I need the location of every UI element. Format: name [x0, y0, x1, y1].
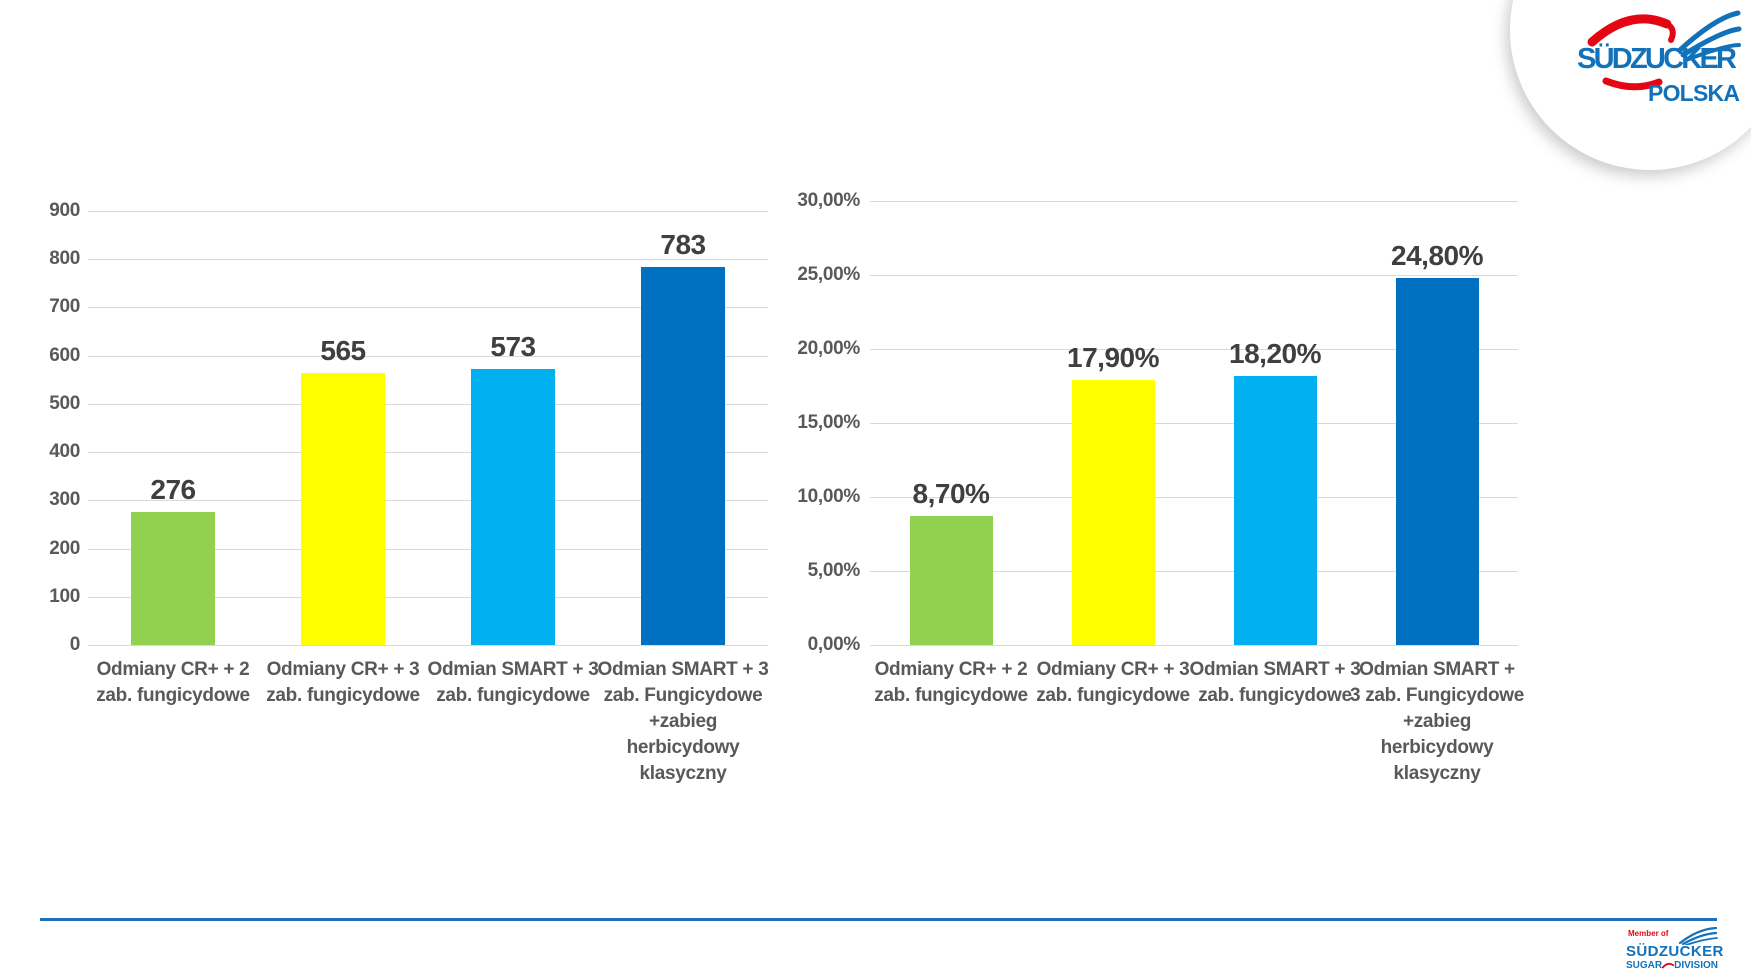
bar-value-label: 565 [320, 334, 366, 366]
y-axis-tick-label: 0,00% [807, 634, 861, 655]
bar-value-label: 573 [490, 330, 536, 362]
bar-value-label: 17,90% [1067, 342, 1159, 374]
y-axis-tick-label: 900 [49, 200, 80, 221]
chart-percentages: 0,00% 5,00% 10,00% 15,00% 20,00% 25,00% 30,00%… [780, 190, 1580, 810]
gridline [88, 307, 768, 309]
gridline [88, 259, 768, 261]
logo-blue-feather-icon [1684, 43, 1741, 62]
category-label: Odmiany CR+ + 3 zab. fungicydowe [1036, 659, 1190, 706]
footer-red-swoosh-icon [1662, 962, 1675, 968]
bar-value-label: 18,20% [1229, 337, 1321, 369]
bar [1233, 375, 1317, 645]
footer-division-label: DIVISION [1674, 960, 1718, 971]
logo-red-arc-tip-icon [1664, 21, 1676, 43]
gridline [870, 349, 1518, 350]
y-axis-tick-label: 600 [49, 344, 80, 366]
logo-red-arc-icon [1587, 14, 1672, 47]
footer-sugar-label: SUGAR [1626, 960, 1663, 971]
y-axis-tick-label: 500 [49, 392, 80, 414]
gridline [870, 571, 1518, 572]
bar-value-label: 24,80% [1391, 239, 1483, 271]
category-label: Odmian SMART + 3 zab. fungicydowe [1189, 659, 1361, 706]
gridline [88, 548, 768, 550]
member-of-label: Member of [1628, 929, 1669, 938]
gridline [88, 403, 768, 405]
y-axis-tick-label: 400 [49, 441, 80, 463]
footer-divider [40, 918, 1717, 921]
logo-country-text: POLSKA [1648, 80, 1740, 106]
category-label: Odmiany CR+ + 2 zab. fungicydowe [96, 659, 250, 706]
y-axis-tick-label: 200 [49, 537, 80, 559]
gridline [88, 500, 768, 502]
category-label: Odmian SMART + 3 zab. Fungicydowe +zabie… [597, 659, 769, 784]
sudzucker-polska-logo: SÜDZUCKER POLSKA [1577, 10, 1742, 106]
logo-blue-feather-icon [1680, 26, 1742, 58]
bar-value-label: 783 [660, 229, 706, 261]
y-axis-tick-label: 20,00% [797, 338, 860, 359]
y-axis-tick-label: 10,00% [797, 486, 860, 507]
y-axis-tick-label: 0 [69, 634, 81, 655]
bar [131, 511, 215, 645]
gridline [88, 211, 768, 212]
bar [641, 267, 725, 645]
gridline [88, 596, 768, 598]
y-axis-tick-label: 300 [49, 489, 80, 511]
category-label: Odmian SMART + 3 zab. Fungicydowe +zabie… [1349, 659, 1525, 784]
bar [471, 368, 555, 645]
gridline [870, 497, 1518, 498]
y-axis-tick-label: 800 [49, 248, 80, 270]
y-axis-tick-label: 5,00% [807, 560, 861, 581]
footer-blue-feather-icon [1678, 927, 1718, 945]
footer-division-row: SUGAR DIVISION [1626, 960, 1718, 971]
category-label: Odmiany CR+ + 2 zab. fungicydowe [874, 659, 1028, 706]
bar-value-label: 276 [150, 473, 196, 505]
gridline [88, 645, 768, 646]
logo-brand-text: SÜDZUCKER [1577, 42, 1737, 75]
y-axis-tick-label: 100 [49, 585, 80, 607]
bar-value-label: 8,70% [912, 478, 990, 510]
gridline [88, 452, 768, 454]
gridline [870, 645, 1518, 646]
bar [1395, 277, 1479, 645]
bar [1071, 380, 1155, 645]
chart-absolute-values: 0 100 200 300 400 500 600 700 800 900 276 Odmiany C… [0, 190, 800, 810]
gridline [870, 201, 1518, 202]
category-label: Odmian SMART + 3 zab. fungicydowe [427, 659, 599, 706]
gridline [870, 423, 1518, 424]
gridline [870, 275, 1518, 276]
y-axis-tick-label: 25,00% [797, 264, 860, 285]
bar [909, 516, 993, 645]
category-label: Odmiany CR+ + 3 zab. fungicydowe [266, 659, 420, 706]
gridline [88, 355, 768, 357]
logo-blue-feather-icon [1677, 10, 1741, 53]
bar [301, 372, 385, 645]
y-axis-tick-label: 700 [49, 296, 80, 318]
logo-red-smile-icon [1602, 77, 1663, 91]
y-axis-tick-label: 15,00% [797, 412, 860, 433]
sudzucker-sugar-division-logo: Member of SÜDZUCKER SUGAR DIVISION [1626, 927, 1724, 974]
y-axis-tick-label: 30,00% [797, 190, 860, 211]
footer-brand-text: SÜDZUCKER [1626, 943, 1724, 960]
